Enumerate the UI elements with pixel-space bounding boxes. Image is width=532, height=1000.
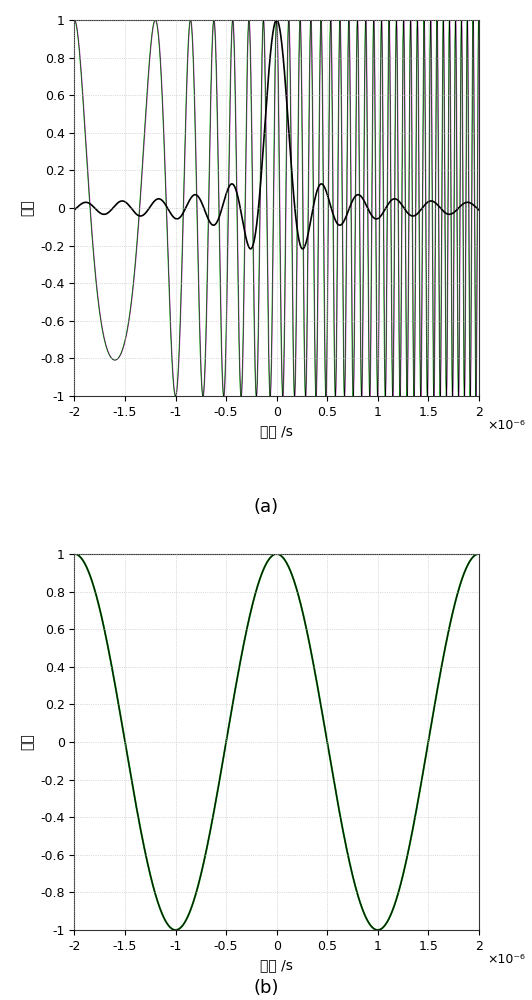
- Y-axis label: 幅度: 幅度: [21, 734, 35, 750]
- X-axis label: 时间 /s: 时间 /s: [260, 958, 293, 972]
- Text: ×10⁻⁶: ×10⁻⁶: [487, 953, 525, 966]
- Text: (b): (b): [253, 979, 279, 997]
- Text: (a): (a): [253, 498, 279, 516]
- X-axis label: 时间 /s: 时间 /s: [260, 424, 293, 438]
- Text: ×10⁻⁶: ×10⁻⁶: [487, 419, 525, 432]
- Y-axis label: 幅度: 幅度: [21, 200, 35, 216]
